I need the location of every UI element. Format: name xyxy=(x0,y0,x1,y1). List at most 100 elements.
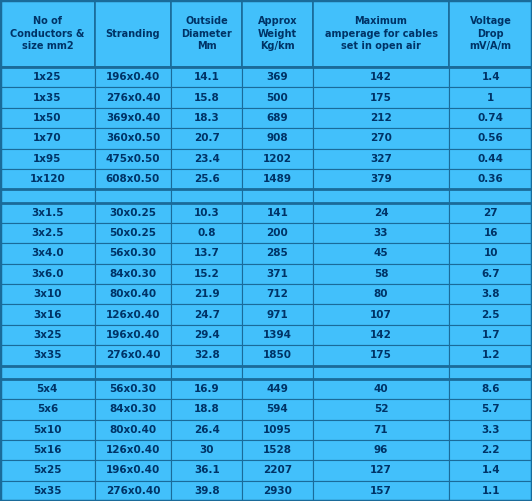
Text: 908: 908 xyxy=(267,133,288,143)
Bar xyxy=(171,243,242,264)
Bar xyxy=(171,419,242,440)
Bar xyxy=(242,325,313,345)
Text: 1x120: 1x120 xyxy=(29,174,65,184)
Bar xyxy=(313,0,450,67)
Text: 5x10: 5x10 xyxy=(33,425,62,435)
Text: 80x0.40: 80x0.40 xyxy=(110,425,156,435)
Text: 360x0.50: 360x0.50 xyxy=(106,133,160,143)
Bar xyxy=(171,366,242,379)
Text: 1.2: 1.2 xyxy=(481,350,500,360)
Text: 27: 27 xyxy=(484,208,498,218)
Text: 196x0.40: 196x0.40 xyxy=(106,465,160,475)
Bar xyxy=(171,264,242,284)
Text: 10.3: 10.3 xyxy=(194,208,220,218)
Text: 16.9: 16.9 xyxy=(194,384,220,394)
Bar xyxy=(0,379,95,399)
Bar xyxy=(450,399,532,419)
Text: 1528: 1528 xyxy=(263,445,292,455)
Bar xyxy=(171,305,242,325)
Bar xyxy=(242,87,313,108)
Text: 2.5: 2.5 xyxy=(481,310,500,320)
Text: 1x95: 1x95 xyxy=(33,154,62,164)
Bar xyxy=(242,243,313,264)
Bar xyxy=(0,264,95,284)
Bar xyxy=(171,345,242,366)
Bar xyxy=(0,108,95,128)
Text: 689: 689 xyxy=(267,113,288,123)
Bar xyxy=(313,108,450,128)
Text: 126x0.40: 126x0.40 xyxy=(106,310,160,320)
Text: 285: 285 xyxy=(267,248,288,259)
Bar xyxy=(450,480,532,501)
Bar xyxy=(450,67,532,87)
Bar xyxy=(242,189,313,202)
Bar xyxy=(171,67,242,87)
Bar xyxy=(313,128,450,148)
Text: 971: 971 xyxy=(267,310,288,320)
Bar xyxy=(95,223,171,243)
Text: 196x0.40: 196x0.40 xyxy=(106,72,160,82)
Text: 36.1: 36.1 xyxy=(194,465,220,475)
Bar xyxy=(450,202,532,223)
Bar xyxy=(313,325,450,345)
Text: 5x4: 5x4 xyxy=(37,384,58,394)
Bar xyxy=(171,202,242,223)
Bar xyxy=(313,169,450,189)
Text: 449: 449 xyxy=(267,384,288,394)
Bar xyxy=(0,128,95,148)
Text: 3x35: 3x35 xyxy=(33,350,62,360)
Bar xyxy=(242,67,313,87)
Text: 379: 379 xyxy=(370,174,392,184)
Text: 3x1.5: 3x1.5 xyxy=(31,208,64,218)
Bar xyxy=(0,345,95,366)
Bar xyxy=(0,325,95,345)
Bar xyxy=(0,284,95,305)
Text: 71: 71 xyxy=(373,425,388,435)
Bar xyxy=(95,325,171,345)
Bar xyxy=(450,148,532,169)
Bar xyxy=(450,169,532,189)
Bar xyxy=(313,460,450,480)
Bar xyxy=(95,87,171,108)
Bar xyxy=(242,419,313,440)
Text: 594: 594 xyxy=(267,404,288,414)
Bar xyxy=(450,243,532,264)
Text: 24: 24 xyxy=(373,208,388,218)
Text: 1x25: 1x25 xyxy=(33,72,62,82)
Text: 276x0.40: 276x0.40 xyxy=(106,93,160,103)
Bar xyxy=(450,440,532,460)
Bar xyxy=(95,243,171,264)
Bar xyxy=(171,128,242,148)
Text: 18.8: 18.8 xyxy=(194,404,220,414)
Bar xyxy=(450,223,532,243)
Bar xyxy=(450,189,532,202)
Bar xyxy=(95,169,171,189)
Text: 276x0.40: 276x0.40 xyxy=(106,350,160,360)
Bar xyxy=(0,202,95,223)
Text: 20.7: 20.7 xyxy=(194,133,220,143)
Bar xyxy=(95,460,171,480)
Text: 52: 52 xyxy=(374,404,388,414)
Bar xyxy=(313,284,450,305)
Text: 2930: 2930 xyxy=(263,486,292,496)
Bar xyxy=(450,379,532,399)
Bar xyxy=(242,460,313,480)
Text: 24.7: 24.7 xyxy=(194,310,220,320)
Bar xyxy=(95,128,171,148)
Bar xyxy=(0,189,95,202)
Text: 50x0.25: 50x0.25 xyxy=(110,228,156,238)
Bar xyxy=(450,264,532,284)
Text: 5x35: 5x35 xyxy=(33,486,62,496)
Bar xyxy=(242,169,313,189)
Bar xyxy=(242,440,313,460)
Text: 196x0.40: 196x0.40 xyxy=(106,330,160,340)
Bar xyxy=(313,189,450,202)
Text: 712: 712 xyxy=(267,289,288,299)
Bar xyxy=(450,0,532,67)
Text: 1.4: 1.4 xyxy=(481,72,500,82)
Bar xyxy=(0,169,95,189)
Text: 3.3: 3.3 xyxy=(481,425,500,435)
Text: 1202: 1202 xyxy=(263,154,292,164)
Bar xyxy=(95,379,171,399)
Text: 58: 58 xyxy=(374,269,388,279)
